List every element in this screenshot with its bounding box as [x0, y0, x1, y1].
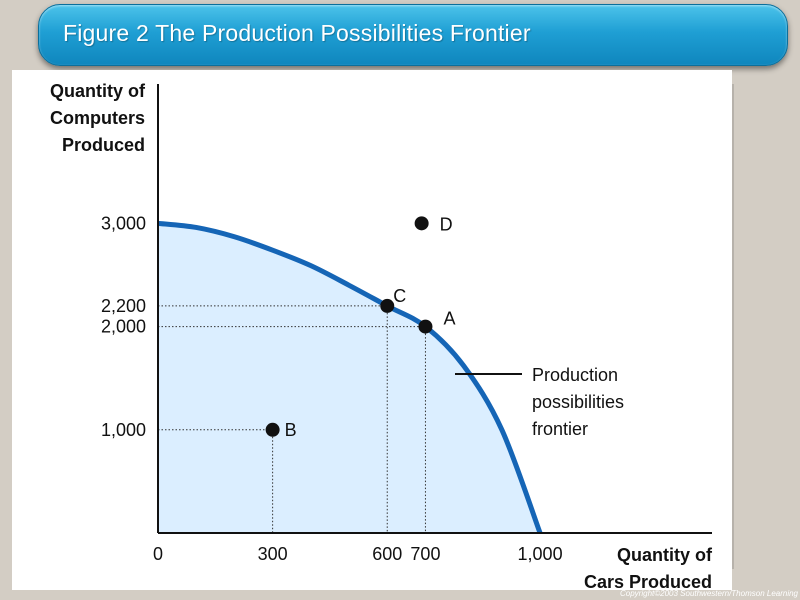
- y-axis-title-line: Computers: [49, 108, 145, 128]
- x-tick-label: 300: [258, 544, 288, 564]
- y-tick-label: 3,000: [101, 213, 146, 233]
- x-axis-title-line: Quantity of: [617, 545, 712, 565]
- figure-title: Figure 2 The Production Possibilities Fr…: [63, 20, 531, 46]
- frontier-area: [158, 223, 541, 533]
- y-axis-title-line: Quantity of: [50, 81, 145, 101]
- y-tick-label: 1,000: [101, 420, 146, 440]
- x-tick-label: 600: [372, 544, 402, 564]
- x-axis-title: Quantity of Cars Produced: [540, 542, 712, 596]
- frontier-label: frontier: [532, 419, 588, 439]
- frontier-label: possibilities: [532, 392, 624, 412]
- copyright-text: Copyright©2003 Southwestern/Thomson Lear…: [620, 589, 798, 598]
- frontier-line: [157, 220, 543, 534]
- point-label-d: D: [440, 214, 453, 234]
- x-tick-label: 700: [410, 544, 440, 564]
- point-label-a: A: [443, 309, 455, 329]
- point-a: [418, 319, 433, 334]
- y-tick-label: 2,000: [101, 317, 146, 337]
- x-axis-title-line: Cars Produced: [583, 572, 712, 592]
- point-label-c: C: [393, 286, 406, 306]
- point-c: [380, 298, 395, 313]
- point-d: [414, 216, 429, 231]
- title-bar: Figure 2 The Production Possibilities Fr…: [38, 4, 788, 66]
- point-b: [265, 422, 280, 437]
- point-label-b: B: [285, 420, 297, 440]
- y-tick-label: 2,200: [101, 296, 146, 316]
- y-axis-title: Quantity of Computers Produced: [20, 78, 145, 159]
- x-tick-label: 0: [153, 544, 163, 564]
- y-axis-title-line: Produced: [61, 135, 145, 155]
- frontier-label: Production: [532, 365, 618, 385]
- x-tick-label: 1,000: [518, 544, 563, 564]
